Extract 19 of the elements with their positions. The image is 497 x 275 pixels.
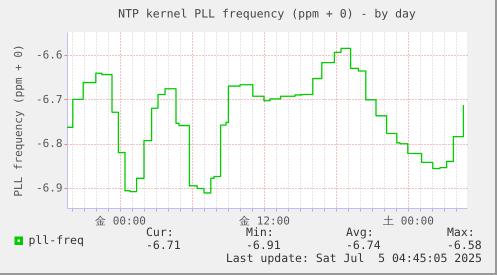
y-axis-title: PLL frequency (ppm + 0) [12, 44, 26, 197]
y-tick-label: -6.8 [36, 137, 62, 150]
text: -6.58 [447, 238, 482, 252]
text: Max: [447, 225, 475, 239]
text: -6.74 [346, 238, 381, 252]
legend-label: pll-freq [28, 232, 84, 247]
text: Cur: [146, 225, 174, 239]
text: Last update: Sat Jul 5 04:45:05 2025 [226, 251, 482, 265]
y-tick-label: -6.7 [36, 92, 62, 106]
text: Min: [246, 225, 274, 239]
text: -6.91 [246, 238, 281, 252]
x-tick-label: 土 00:00 [383, 214, 434, 228]
x-tick-label: 金 00:00 [95, 214, 146, 228]
y-tick-label: -6.9 [36, 182, 62, 195]
y-tick-label: -6.6 [36, 48, 62, 62]
text: -6.71 [146, 238, 181, 252]
text: Avg: [346, 225, 374, 239]
chart-title: NTP kernel PLL frequency (ppm + 0) - by day [118, 6, 416, 20]
x-tick-label: 金 12:00 [239, 214, 290, 228]
